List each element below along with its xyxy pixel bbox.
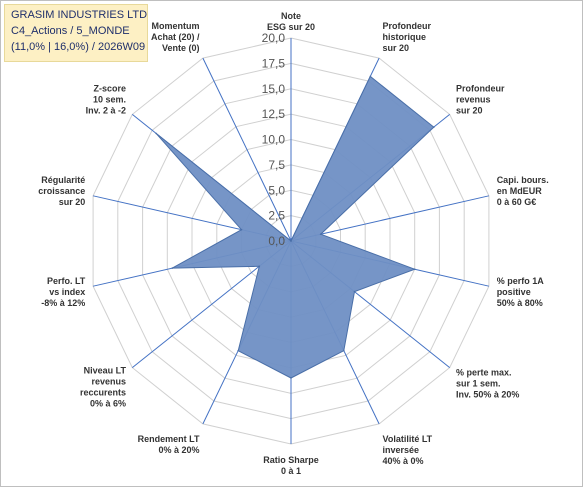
axis-label: 40% à 0%: [383, 456, 424, 466]
axis-label: Ratio Sharpe: [263, 455, 319, 465]
axis-label: reccurents: [80, 387, 126, 397]
axis-label: 0% à 6%: [90, 398, 126, 408]
axis-label: positive: [497, 287, 531, 297]
axis-label: Vente (0): [162, 43, 200, 53]
axis-label: 0 à 60 G€: [497, 197, 537, 207]
data-point: [155, 132, 157, 135]
axis-label: 0% à 20%: [158, 445, 199, 455]
axis-label: 10 sem.: [93, 95, 126, 105]
axis-label: Volatilité LT: [383, 434, 433, 444]
data-point: [413, 268, 416, 271]
data-point: [290, 240, 292, 242]
axis-label: Profondeur: [383, 21, 432, 31]
r-tick-label: 5,0: [268, 183, 285, 197]
data-point: [343, 349, 345, 352]
r-tick-label: 10,0: [262, 133, 286, 147]
axis-label: Momentum: [152, 21, 200, 31]
title-category: C4_Actions / 5_MONDE: [11, 25, 130, 37]
r-tick-label: 0,0: [268, 234, 285, 248]
axis-spoke: [202, 57, 292, 242]
r-tick-label: 17,5: [262, 56, 286, 70]
r-tick-label: 20,0: [262, 31, 286, 45]
data-point: [319, 233, 322, 235]
axis-label: 0 à 1: [281, 466, 301, 476]
r-tick-label: 2,5: [268, 209, 285, 223]
axis-label: revenus: [456, 95, 491, 105]
axis-label: revenus: [91, 376, 126, 386]
axis-label: sur 1 sem.: [456, 378, 501, 388]
axis-label: -8% à 12%: [41, 298, 85, 308]
axis-label: % perfo 1A: [497, 276, 545, 286]
data-point: [240, 228, 243, 231]
data-point: [258, 265, 261, 268]
axis-spoke: [290, 195, 490, 242]
axis-label: sur 20: [59, 197, 86, 207]
data-point: [237, 349, 239, 352]
data-point: [171, 267, 174, 269]
title-period: (11,0% | 16,0%) / 2026W09: [11, 41, 146, 53]
axis-label: Inv. 2 à -2: [86, 106, 126, 116]
axis-label: sur 20: [456, 106, 483, 116]
chart-title-box: GRASIM INDUSTRIES LTD C4_Actions / 5_MON…: [4, 4, 148, 62]
axis-label: en MdEUR: [497, 186, 543, 196]
data-point: [290, 377, 292, 379]
axis-label: Capi. bours.: [497, 175, 549, 185]
axis-label: croissance: [38, 186, 85, 196]
axis-label: vs index: [49, 287, 85, 297]
axis-label: Rendement LT: [138, 434, 200, 444]
axis-label: 50% à 80%: [497, 298, 543, 308]
axis-label: ESG sur 20: [267, 22, 315, 32]
data-point: [369, 75, 372, 78]
axis-label: sur 20: [383, 43, 410, 53]
axis-label: Régularité: [41, 175, 85, 185]
title-company: GRASIM INDUSTRIES LTD: [11, 9, 148, 21]
axis-label: Perfo. LT: [47, 276, 86, 286]
data-point: [353, 290, 356, 293]
axis-label: Niveau LT: [84, 365, 127, 375]
r-tick-label: 12,5: [262, 107, 286, 121]
axis-label: historique: [383, 32, 427, 42]
data-area: [155, 75, 435, 379]
data-point: [433, 126, 435, 128]
axis-label: Achat (20) /: [151, 32, 200, 42]
axis-label: Z-score: [93, 84, 126, 94]
axis-label: Inv. 50% à 20%: [456, 389, 519, 399]
axis-label: Profondeur: [456, 84, 505, 94]
r-tick-label: 15,0: [262, 82, 286, 96]
axis-label: inversée: [383, 445, 420, 455]
r-tick-label: 7,5: [268, 158, 285, 172]
axis-label: Note: [281, 11, 301, 21]
axis-label: % perte max.: [456, 367, 512, 377]
